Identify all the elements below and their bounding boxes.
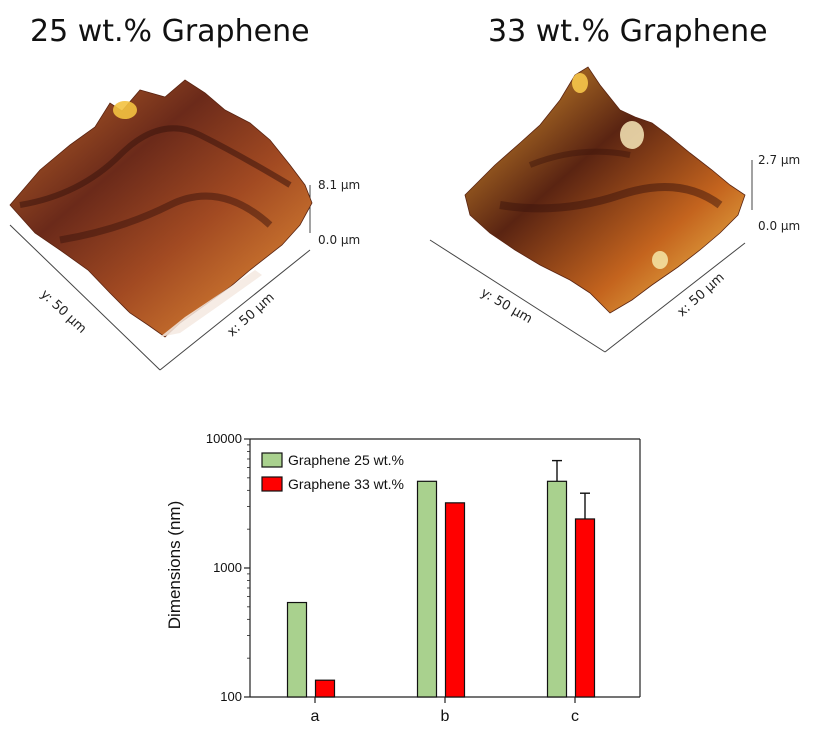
legend-label: Graphene 25 wt.% (288, 452, 404, 468)
x-tick-label: b (441, 708, 450, 725)
x-tick-label: c (571, 708, 579, 725)
chart-legend: Graphene 25 wt.% Graphene 33 wt.% (261, 452, 404, 492)
bar (546, 480, 568, 698)
y-tick-label: 10000 (206, 431, 242, 446)
bar (286, 601, 308, 698)
legend-label: Graphene 33 wt.% (288, 476, 404, 492)
afm-surface-33wt: 2.7 µm 0.0 µm y: 50 µm x: 50 µm (429, 66, 800, 353)
afm-left-title: 25 wt.% Graphene (30, 14, 310, 49)
bar (416, 480, 438, 698)
legend-swatch (261, 476, 283, 492)
bar (444, 502, 466, 698)
afm-right-ztop: 2.7 µm (758, 153, 800, 167)
y-axis-label: Dimensions (nm) (165, 501, 184, 629)
afm-right-ylabel: y: 50 µm (478, 285, 535, 326)
bar (314, 679, 336, 698)
chart-bars (286, 459, 596, 698)
afm-left-ztop: 8.1 µm (318, 178, 360, 192)
afm-left-zbottom: 0.0 µm (318, 233, 360, 247)
afm-surface-25wt: 8.1 µm 0.0 µm y: 50 µm x: 50 µm (9, 79, 360, 371)
bar (574, 518, 596, 698)
afm-right-title: 33 wt.% Graphene (488, 14, 768, 49)
y-tick-label: 1000 (213, 560, 242, 575)
afm-right-zbottom: 0.0 µm (758, 219, 800, 233)
x-tick-label: a (311, 708, 320, 725)
y-tick-label: 100 (220, 689, 242, 704)
legend-swatch (261, 452, 283, 468)
